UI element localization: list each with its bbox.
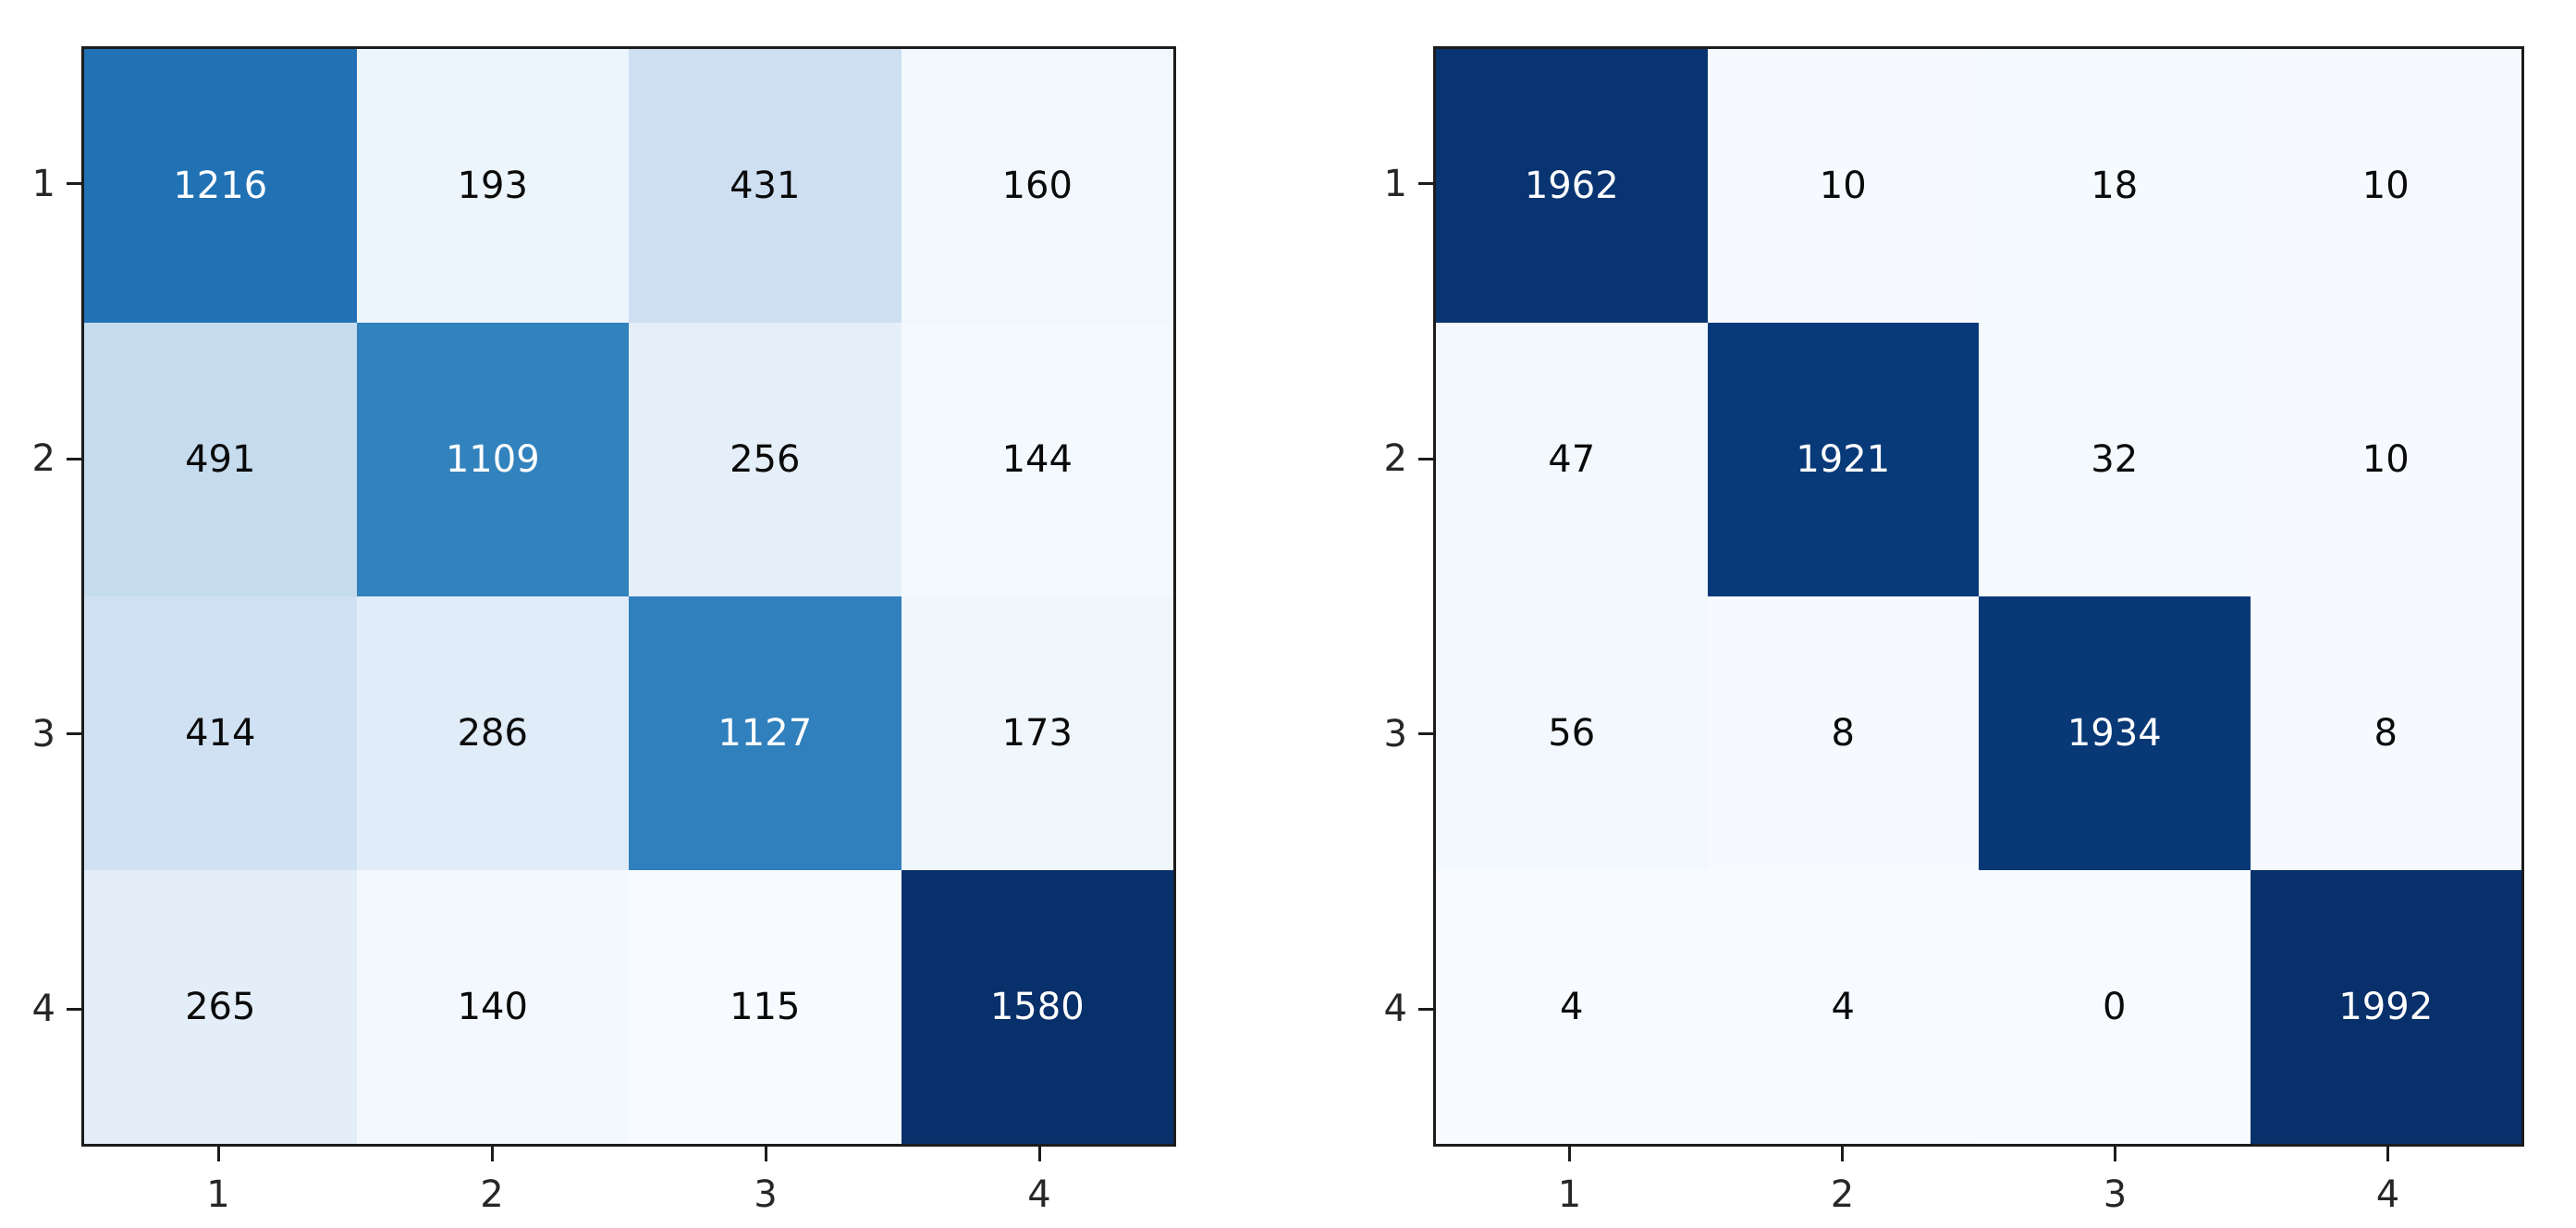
confusion-matrix-left-x-tick-label-1: 1 <box>206 1173 230 1216</box>
confusion-matrix-left-cell-r4c1: 265 <box>84 870 357 1144</box>
confusion-matrix-right-cell-r2c1: 47 <box>1436 323 1708 596</box>
confusion-matrix-left-cell-r4c3: 115 <box>629 870 902 1144</box>
confusion-matrix-left-x-tick-mark-3 <box>764 1147 767 1161</box>
confusion-matrix-left-y-tick-label-2: 2 <box>31 437 55 481</box>
confusion-matrix-right-x-tick-label-4: 4 <box>2375 1173 2400 1216</box>
confusion-matrix-left-x-tick-mark-4 <box>1037 1147 1041 1161</box>
confusion-matrix-right-cell-r2c4: 10 <box>2250 323 2521 596</box>
confusion-matrix-left-y-tick-mark-4 <box>67 1007 81 1011</box>
confusion-matrix-left-y-tick-label-3: 3 <box>31 712 55 755</box>
confusion-matrix-right-y-tick-label-2: 2 <box>1383 437 1407 481</box>
confusion-matrix-left-cell-r3c2: 286 <box>356 596 629 870</box>
confusion-matrix-right-y-tick-mark-1 <box>1418 182 1433 186</box>
confusion-matrix-left-y-tick-mark-3 <box>67 732 81 736</box>
confusion-matrix-left-cell-r3c3: 1127 <box>629 596 902 870</box>
confusion-matrix-right-y-tick-label-3: 3 <box>1383 712 1407 755</box>
confusion-matrix-right-grid: 1962 10 18 10 47 1921 32 10 56 8 1934 8 4 4 0 1992 <box>1433 46 2524 1147</box>
confusion-matrix-left-cell-r1c3: 431 <box>629 49 902 323</box>
confusion-matrix-right-cell-r3c4: 8 <box>2250 596 2521 870</box>
confusion-matrix-left-cell-r1c1: 1216 <box>84 49 357 323</box>
confusion-matrix-left-y-tick-label-4: 4 <box>31 988 55 1031</box>
confusion-matrix-right-cell-r1c3: 18 <box>1979 49 2251 323</box>
confusion-matrix-right-cell-r1c1: 1962 <box>1436 49 1708 323</box>
confusion-matrix-right-cell-r2c3: 32 <box>1979 323 2251 596</box>
confusion-matrix-right-x-tick-mark-3 <box>2114 1147 2116 1161</box>
confusion-matrix-right-y-tick-mark-2 <box>1418 457 1433 460</box>
confusion-matrix-left-x-tick-label-3: 3 <box>754 1173 778 1216</box>
confusion-matrix-left-cell-r3c1: 414 <box>84 596 357 870</box>
confusion-matrix-right-y-tick-label-1: 1 <box>1383 162 1407 205</box>
confusion-matrix-right-cell-r3c1: 56 <box>1436 596 1708 870</box>
confusion-matrix-left-cell-r2c3: 256 <box>629 323 902 596</box>
confusion-matrix-left-cell-r4c4: 1580 <box>901 870 1173 1144</box>
confusion-matrix-left-grid: 1216 193 431 160 491 1109 256 144 414 286 1127 173 2… <box>81 46 1176 1147</box>
confusion-matrix-right-y-tick-mark-4 <box>1418 1007 1433 1011</box>
confusion-matrix-right-cell-r2c2: 1921 <box>1707 323 1979 596</box>
confusion-matrix-left-y-tick-mark-1 <box>67 182 81 186</box>
confusion-matrix-left-cell-r1c4: 160 <box>901 49 1173 323</box>
confusion-matrix-right-x-tick-mark-4 <box>2386 1147 2389 1161</box>
confusion-matrix-right-cell-r4c3: 0 <box>1979 870 2251 1144</box>
confusion-matrix-left-cell-r2c1: 491 <box>84 323 357 596</box>
confusion-matrix-right-y-tick-label-4: 4 <box>1383 988 1407 1031</box>
confusion-matrix-left-x-tick-label-4: 4 <box>1027 1173 1051 1216</box>
confusion-matrix-right-x-tick-mark-1 <box>1568 1147 1571 1161</box>
confusion-matrix-left-y-tick-label-1: 1 <box>31 162 55 205</box>
confusion-matrix-right-cell-r1c4: 10 <box>2250 49 2521 323</box>
confusion-matrix-right-cell-r3c2: 8 <box>1707 596 1979 870</box>
confusion-matrix-right-cell-r4c1: 4 <box>1436 870 1708 1144</box>
confusion-matrix-left-x-tick-label-2: 2 <box>480 1173 504 1216</box>
confusion-matrix-left-x-tick-mark-1 <box>216 1147 220 1161</box>
confusion-matrix-left-cell-r2c2: 1109 <box>356 323 629 596</box>
confusion-matrix-left-x-tick-mark-2 <box>490 1147 494 1161</box>
confusion-matrix-right-cell-r1c2: 10 <box>1707 49 1979 323</box>
confusion-matrix-left-cell-r1c2: 193 <box>356 49 629 323</box>
confusion-matrix-left-y-tick-mark-2 <box>67 457 81 460</box>
confusion-matrix-right-cell-r4c4: 1992 <box>2250 870 2521 1144</box>
confusion-matrix-right-x-tick-mark-2 <box>1841 1147 1844 1161</box>
confusion-matrix-right-x-tick-label-2: 2 <box>1830 1173 1855 1216</box>
confusion-matrix-left-cell-r2c4: 144 <box>901 323 1173 596</box>
confusion-matrix-right-y-tick-mark-3 <box>1418 732 1433 736</box>
confusion-matrix-right-cell-r4c2: 4 <box>1707 870 1979 1144</box>
confusion-matrix-right-cell-r3c3: 1934 <box>1979 596 2251 870</box>
confusion-matrix-right-x-tick-label-3: 3 <box>2103 1173 2128 1216</box>
confusion-matrix-left-cell-r4c2: 140 <box>356 870 629 1144</box>
confusion-matrix-left-cell-r3c4: 173 <box>901 596 1173 870</box>
confusion-matrix-right-x-tick-label-1: 1 <box>1557 1173 1582 1216</box>
